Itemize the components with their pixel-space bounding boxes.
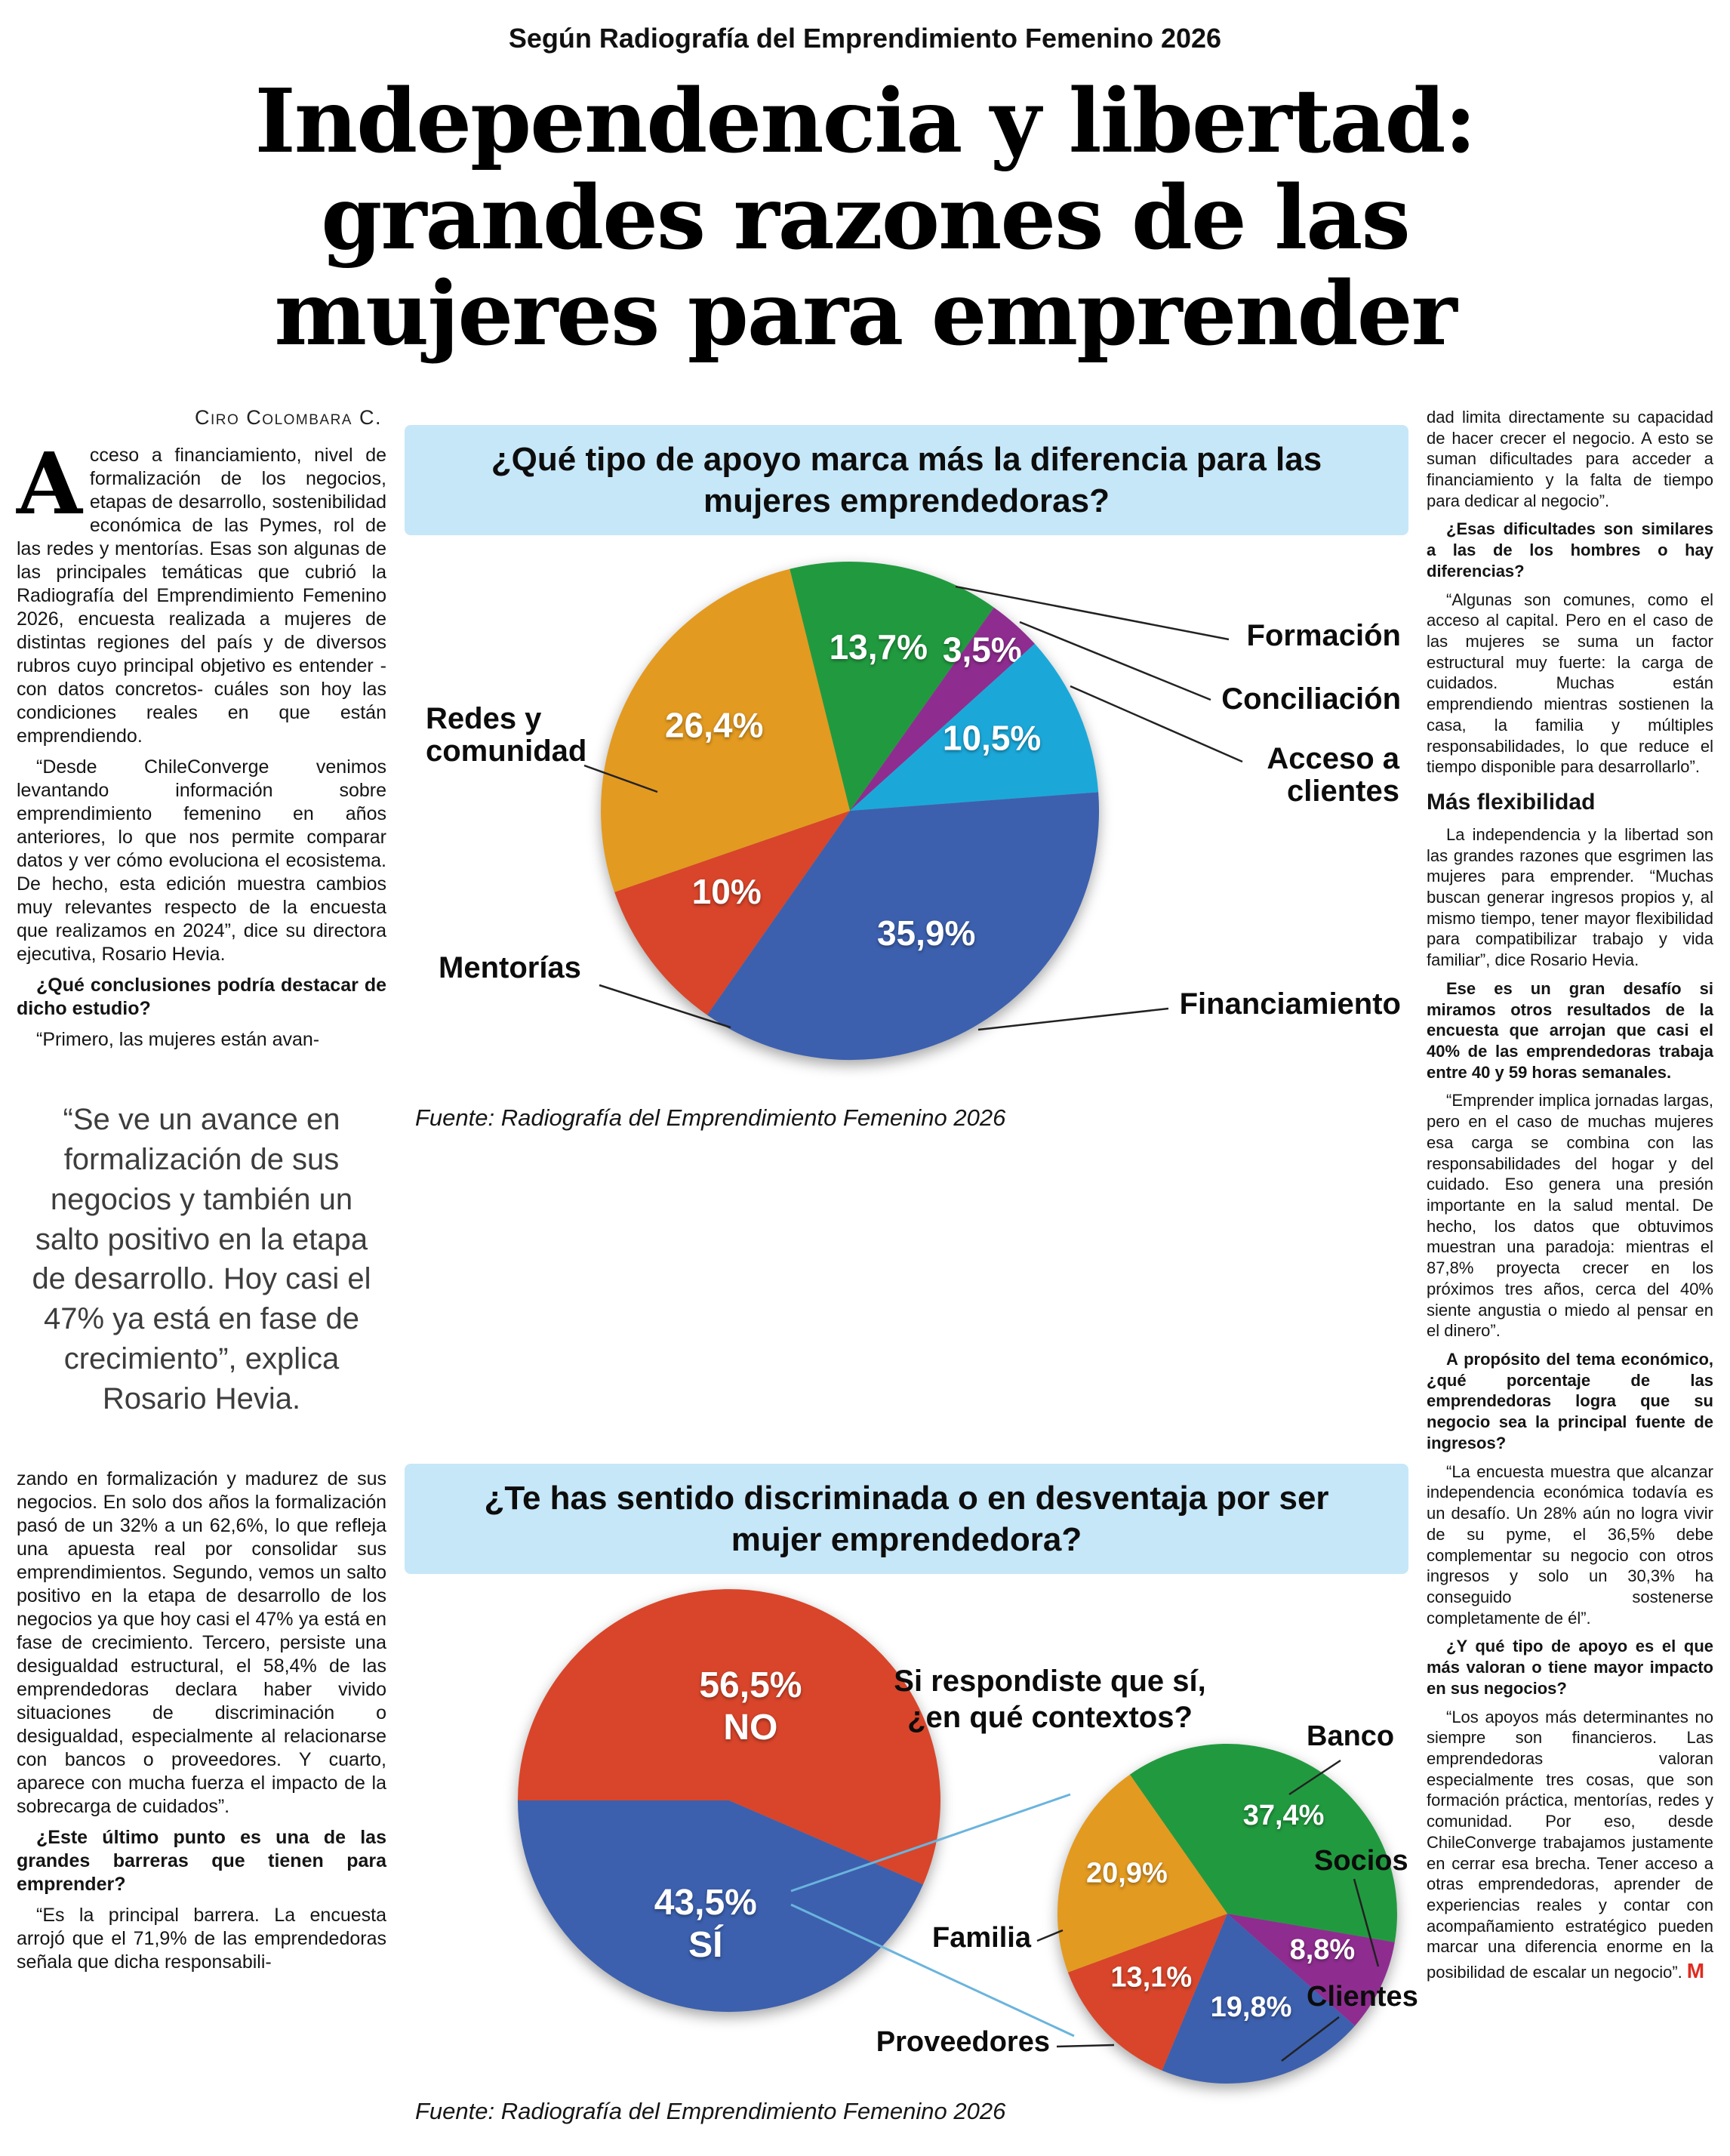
article-paragraph: “La encuesta muestra que alcanzar indepe… (1427, 1461, 1713, 1628)
support-chart-source: Fuente: Radiografía del Emprendimiento F… (415, 1104, 1006, 1131)
article-paragraph: Ese es un gran desafío si miramos otros … (1427, 978, 1713, 1082)
slice-label-mentorias: Mentorías (439, 950, 581, 984)
byline: Ciro Colombara C. (195, 405, 382, 429)
context-pie-subtitle: Si respondiste que sí, ¿en qué contextos… (888, 1663, 1212, 1736)
headline-line-2: grandes razones de las (321, 166, 1411, 270)
article-paragraph: “Desde ChileConverge venimos levantando … (17, 756, 386, 966)
pie-slice-financiamiento (706, 792, 1100, 1060)
slice-label-acceso-a-clientes: Acceso a clientes (1267, 741, 1399, 808)
pie-value-acceso-a-clientes: 10,5% (943, 718, 1041, 757)
slice-label-conciliacion: Conciliación (1221, 682, 1401, 716)
pie-value-proveedores: 13,1% (1110, 1961, 1192, 1993)
article-paragraph: “Emprender implica jornadas largas, pero… (1427, 1091, 1713, 1341)
section-subhead: Más flexibilidad (1427, 790, 1596, 815)
pie-value-clientes: 19,8% (1211, 1991, 1292, 2023)
pie-slice-banco (1129, 1743, 1397, 1942)
pie-slice-no (518, 1588, 940, 1884)
pie-value-familia: 20,9% (1086, 1857, 1168, 1889)
pie-slice-proveedores (1067, 1913, 1227, 2071)
right-column: dad limita directamente su capacidad de … (1427, 402, 1713, 1992)
headline-line-1: Independencia y libertad: (254, 70, 1477, 173)
article-paragraph: ¿Y qué tipo de apoyo es el que más valor… (1427, 1637, 1713, 1698)
discrimination-pie-chart: 56,5% NO 43,5% SÍ 37,4% 8,8% 19,8% 13,1% 20,9% … (405, 1574, 1418, 2087)
discrimination-pie-svg: 56,5%NO 43,5%SÍ 37,4% 8,8% 19,8% 13,1% 20,9% (518, 1588, 1397, 2084)
article-paragraph: A propósito del tema económico, ¿qué por… (1427, 1350, 1713, 1452)
pie-value-redes-y-comunidad: 26,4% (665, 705, 763, 744)
headline: Independencia y libertad: grandes razone… (0, 70, 1730, 366)
article-paragraph: dad limita directamente su capacidad de … (1427, 407, 1713, 510)
discrimination-leader-lines (790, 1759, 1380, 2062)
context-pie-subtitle-line-2: ¿en qué contextos? (907, 1700, 1193, 1734)
support-pie-chart: 13,7% 3,5% 10,5% 35,9% 10% 26,4% Formación Co… (405, 535, 1408, 1094)
article-paragraph: “Algunas son comunes, como el acceso al … (1427, 590, 1713, 777)
article-paragraph: “Los apoyos más determinantes no siempre… (1427, 1707, 1713, 1983)
article-paragraph: La independencia y la libertad son las g… (1427, 824, 1713, 970)
pie-name-si: SÍ (688, 1924, 724, 1965)
article-paragraph: ¿Esas dificultades son similares a las d… (1427, 519, 1713, 581)
pie-value-si: 43,5% (654, 1883, 757, 1923)
drop-cap: A (17, 435, 82, 534)
pie-name-no: NO (723, 1708, 777, 1748)
slice-label-redes-y-comunidad: Redes y comunidad (426, 701, 587, 768)
pie-value-mentorias: 10% (692, 872, 762, 911)
pie-slice-formacion (790, 561, 994, 811)
article-paragraph: ¿Qué conclusiones podría destacar de dic… (17, 975, 386, 1020)
right-paragraphs: dad limita directamente su capacidad de … (1427, 407, 1713, 1985)
article-paragraph: ¿Este último punto es una de las grandes… (17, 1826, 386, 1895)
pie-value-financiamiento: 35,9% (877, 913, 975, 953)
left-paragraphs-top: “Desde ChileConverge venimos levantando … (17, 756, 386, 1052)
article-paragraph: “Primero, las mujeres están avan- (36, 1029, 320, 1051)
headline-line-3: mujeres para emprender (274, 263, 1457, 366)
slice-label-familia: Familia (932, 1921, 1031, 1954)
pull-quote: “Se ve un avance en formalización de sus… (32, 1103, 371, 1415)
slice-label-socios: Socios (1314, 1844, 1408, 1877)
end-mark-logo: M (1686, 1959, 1705, 1983)
article-paragraph: “Es la principal barrera. La encuesta ar… (17, 1904, 386, 1973)
pie-value-no: 56,5% (699, 1665, 802, 1705)
charts-column: ¿Qué tipo de apoyo marca más la diferenc… (405, 402, 1418, 2125)
pie-slice-si (518, 1800, 923, 2012)
pie-value-banco: 37,4% (1243, 1800, 1325, 1831)
slice-label-proveedores: Proveedores (876, 2025, 1050, 2058)
pie-value-socios: 8,8% (1290, 1934, 1356, 1966)
context-pie-subtitle-line-1: Si respondiste que sí, (894, 1664, 1206, 1698)
pie-slice-mentorias (614, 810, 850, 1015)
pie-slice-conciliacion (850, 607, 1035, 811)
pie-value-formacion: 13,7% (830, 627, 928, 667)
discrimination-chart-title: ¿Te has sentido discriminada o en desven… (405, 1463, 1408, 1574)
pie-slice-familia (1057, 1774, 1227, 1973)
lead-text: cceso a financiamiento, nivel de formali… (17, 445, 386, 747)
left-paragraphs-bottom: zando en formalización y madurez de sus … (17, 1468, 386, 1974)
slice-label-banco: Banco (1307, 1720, 1395, 1752)
discrimination-chart-section: ¿Te has sentido discriminada o en desven… (405, 1463, 1418, 2125)
support-chart-title: ¿Qué tipo de apoyo marca más la diferenc… (405, 424, 1408, 535)
kicker: Según Radiografía del Emprendimiento Fem… (508, 23, 1222, 54)
pie-value-conciliacion: 3,5% (943, 630, 1022, 669)
slice-label-clientes: Clientes (1307, 1980, 1418, 2013)
slice-label-financiamiento: Financiamiento (1179, 987, 1401, 1021)
article-paragraph: zando en formalización y madurez de sus … (17, 1468, 386, 1817)
pie-slice-acceso-a-clientes (850, 643, 1099, 811)
slice-label-formacion: Formación (1246, 618, 1401, 652)
discrimination-chart-source: Fuente: Radiografía del Emprendimiento F… (415, 2097, 1006, 2124)
pie-slice-redes-y-comunidad (601, 568, 850, 892)
support-chart-section: ¿Qué tipo de apoyo marca más la diferenc… (405, 424, 1408, 1132)
